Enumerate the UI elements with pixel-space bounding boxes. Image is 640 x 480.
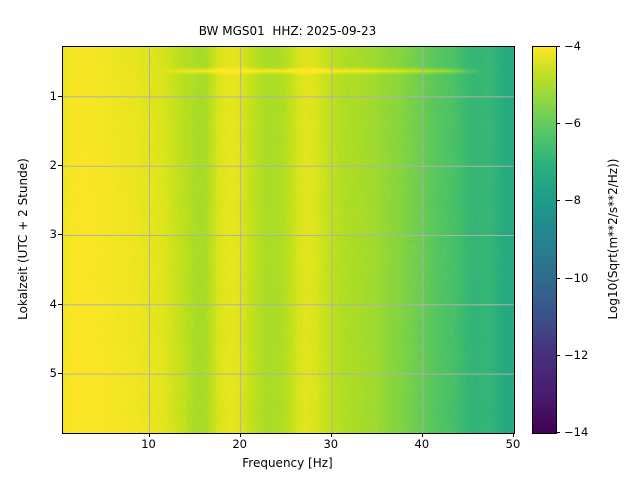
x-tick-label: 10 xyxy=(141,437,156,451)
x-tick-label: 50 xyxy=(505,437,521,451)
y-tick-label: 1 xyxy=(49,88,57,103)
colorbar-tick-label: −8 xyxy=(564,193,581,208)
y-tick-label: 5 xyxy=(49,366,57,381)
x-tick-mark xyxy=(513,433,514,437)
page-title: BW MGS01 HHZ: 2025-09-23 xyxy=(198,24,377,38)
colorbar-tick-label: −4 xyxy=(564,39,581,53)
x-tick-label: 30 xyxy=(323,437,339,451)
colorbar[interactable] xyxy=(532,46,557,434)
colorbar-tick-mark xyxy=(556,200,560,202)
y-tick-label: 2 xyxy=(49,158,57,173)
y-axis-label: Lokalzeit (UTC + 2 Stunde) xyxy=(16,158,30,320)
y-tick-mark xyxy=(58,234,62,236)
colorbar-tick-label: −10 xyxy=(564,270,589,285)
x-tick-label: 20 xyxy=(232,437,247,451)
spectrogram-image xyxy=(63,47,514,433)
colorbar-gradient xyxy=(533,47,556,433)
y-tick-label: 4 xyxy=(49,296,57,311)
x-tick-mark xyxy=(148,433,150,437)
x-tick-mark xyxy=(330,433,332,437)
x-tick-label: 40 xyxy=(414,437,430,451)
spectrogram-plot-area[interactable] xyxy=(62,46,515,434)
colorbar-tick-label: −6 xyxy=(564,116,581,131)
y-tick-mark xyxy=(58,95,62,97)
colorbar-tick-label: −12 xyxy=(564,347,589,362)
colorbar-tick-mark xyxy=(556,354,560,356)
x-tick-mark xyxy=(239,433,241,437)
y-tick-mark xyxy=(58,303,62,305)
y-tick-mark xyxy=(58,165,62,167)
x-axis-label: Frequency [Hz] xyxy=(242,456,333,470)
y-tick-label: 3 xyxy=(49,227,57,242)
colorbar-label: Log10(Sqrt(m**2/s**2/Hz)) xyxy=(606,158,620,320)
colorbar-tick-mark xyxy=(556,432,560,433)
colorbar-tick-mark xyxy=(556,123,560,125)
colorbar-tick-mark xyxy=(556,46,560,47)
colorbar-tick-label: −14 xyxy=(564,425,589,439)
y-tick-mark xyxy=(58,373,62,375)
colorbar-tick-mark xyxy=(556,277,560,279)
x-tick-mark xyxy=(421,433,423,437)
